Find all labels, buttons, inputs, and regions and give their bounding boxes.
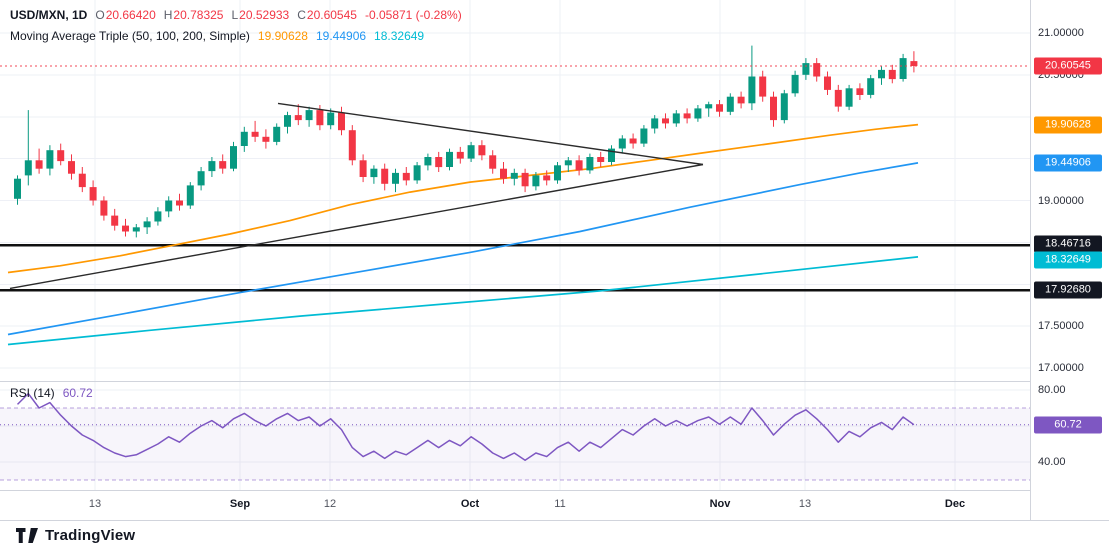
time-axis[interactable]: 13 Sep 12 Oct 11 Nov 13 Dec — [0, 491, 1030, 519]
tradingview-logo[interactable]: TradingView — [16, 527, 135, 544]
time-tick: 13 — [88, 498, 102, 510]
pane-separator[interactable] — [0, 381, 1109, 382]
ohlc-high: H20.78325 — [163, 8, 224, 22]
level-price-badge: 17.92680 — [1034, 281, 1102, 299]
ma200-price-badge: 18.32649 — [1034, 251, 1102, 269]
price-tick: 19.00000 — [1038, 195, 1084, 207]
time-tick-month: Sep — [229, 498, 251, 510]
rsi-indicator-title[interactable]: RSI (14) — [10, 386, 55, 400]
time-tick-month: Dec — [944, 498, 966, 510]
level-price-badge: 18.46716 — [1034, 235, 1102, 253]
ma50-value: 19.90628 — [257, 29, 308, 43]
footer-separator — [0, 520, 1109, 521]
time-tick: 11 — [554, 498, 566, 510]
price-tick: 17.00000 — [1038, 362, 1084, 374]
price-axis[interactable]: 21.00000 20.50000 19.00000 17.50000 17.0… — [1030, 0, 1109, 520]
symbol-title[interactable]: USD/MXN, 1D — [10, 8, 88, 22]
rsi-indicator-legend: RSI (14) 60.72 — [10, 386, 93, 400]
rsi-tick: 40.00 — [1038, 456, 1066, 468]
time-tick: 12 — [323, 498, 337, 510]
rsi-tick: 80.00 — [1038, 384, 1066, 396]
tradingview-icon — [16, 528, 38, 543]
price-tick: 21.00000 — [1038, 27, 1084, 39]
ma100-value: 19.44906 — [315, 29, 367, 43]
ohlc-close: C20.60545 — [297, 8, 357, 22]
time-tick: 13 — [798, 498, 812, 510]
symbol-legend: USD/MXN, 1D O20.66420 H20.78325 L20.5293… — [10, 8, 462, 22]
current-price-badge: 20.60545 — [1034, 57, 1102, 75]
ma100-price-badge: 19.44906 — [1034, 154, 1102, 172]
rsi-value: 60.72 — [62, 386, 93, 400]
ma200-value: 18.32649 — [374, 29, 425, 43]
ma50-price-badge: 19.90628 — [1034, 116, 1102, 134]
change-value: -0.05871 (-0.28%) — [364, 8, 462, 22]
rsi-value-badge: 60.72 — [1034, 416, 1102, 434]
ohlc-low: L20.52933 — [231, 8, 290, 22]
chart-canvas[interactable] — [0, 0, 1030, 490]
ohlc-open: O20.66420 — [95, 8, 156, 22]
time-axis-separator — [0, 490, 1109, 491]
tradingview-wordmark: TradingView — [45, 527, 136, 544]
ma-indicator-title[interactable]: Moving Average Triple (50, 100, 200, Sim… — [10, 29, 250, 43]
time-tick-month: Nov — [709, 498, 731, 510]
time-tick-month: Oct — [460, 498, 480, 510]
price-tick: 17.50000 — [1038, 320, 1084, 332]
ma-indicator-legend: Moving Average Triple (50, 100, 200, Sim… — [10, 29, 424, 43]
